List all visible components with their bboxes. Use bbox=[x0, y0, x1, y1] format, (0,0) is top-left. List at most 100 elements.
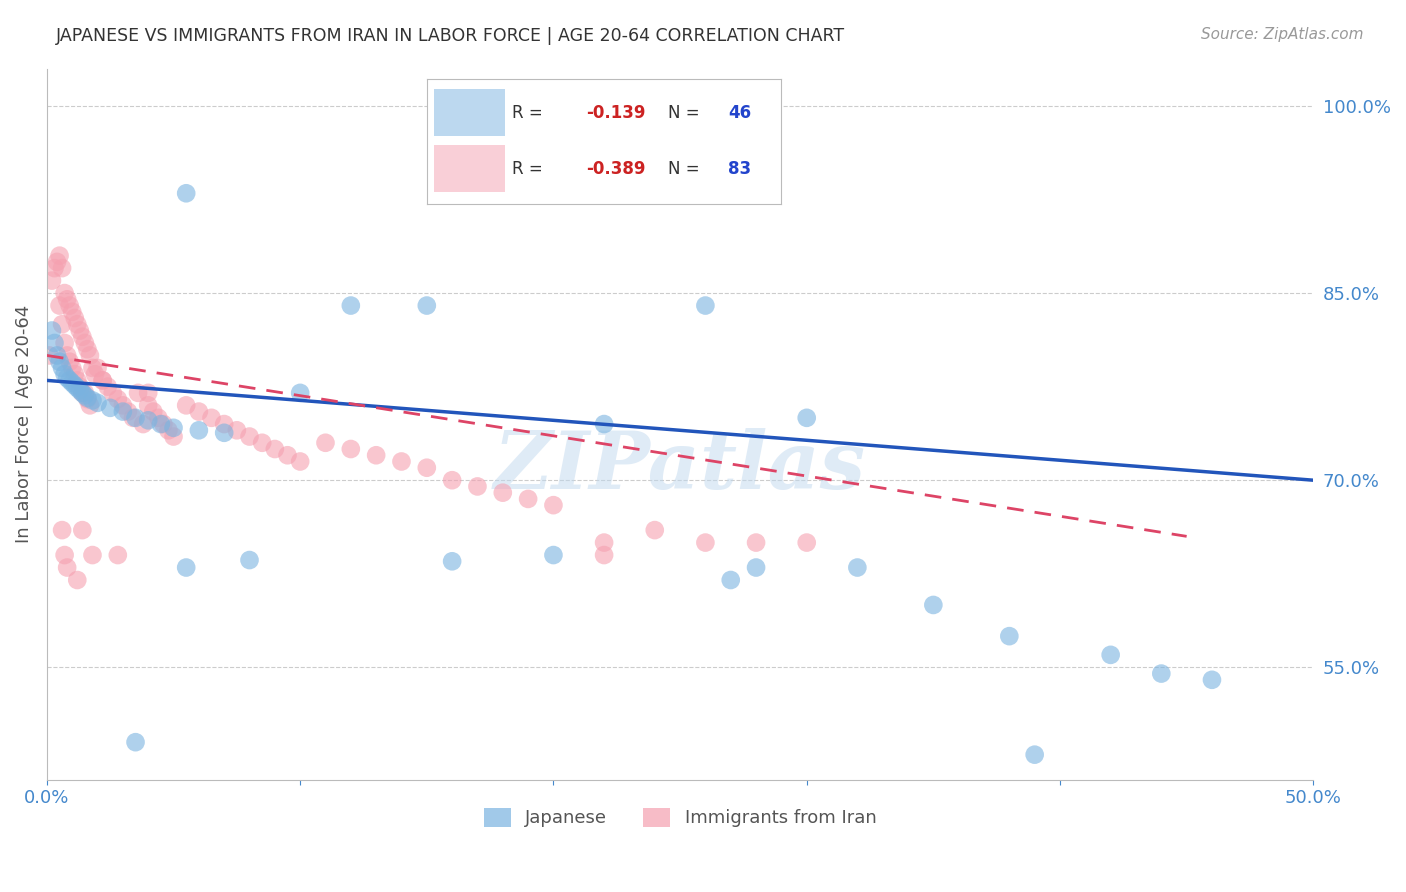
Point bbox=[132, 417, 155, 431]
Point bbox=[225, 423, 247, 437]
Point bbox=[63, 378, 86, 392]
Point bbox=[148, 410, 170, 425]
Point bbox=[86, 360, 108, 375]
Point bbox=[1099, 648, 1122, 662]
Point bbox=[124, 735, 146, 749]
Point bbox=[162, 421, 184, 435]
Point bbox=[111, 398, 134, 412]
Point bbox=[695, 535, 717, 549]
Point bbox=[56, 560, 79, 574]
Point bbox=[60, 305, 83, 319]
Text: Source: ZipAtlas.com: Source: ZipAtlas.com bbox=[1201, 27, 1364, 42]
Point bbox=[745, 560, 768, 574]
Point bbox=[492, 485, 515, 500]
Point bbox=[276, 448, 298, 462]
Point bbox=[416, 460, 439, 475]
Point bbox=[60, 376, 83, 390]
Point bbox=[846, 560, 869, 574]
Point bbox=[46, 348, 69, 362]
Point bbox=[56, 348, 79, 362]
Point bbox=[391, 454, 413, 468]
Point bbox=[174, 560, 197, 574]
Point bbox=[695, 299, 717, 313]
Point bbox=[53, 548, 76, 562]
Point bbox=[340, 299, 363, 313]
Point bbox=[212, 425, 235, 440]
Point bbox=[720, 573, 742, 587]
Point bbox=[107, 392, 129, 406]
Point bbox=[288, 454, 311, 468]
Point bbox=[66, 373, 89, 387]
Point bbox=[212, 417, 235, 431]
Point bbox=[543, 548, 565, 562]
Point bbox=[117, 404, 139, 418]
Point bbox=[136, 385, 159, 400]
Point bbox=[44, 261, 66, 276]
Point bbox=[340, 442, 363, 456]
Point bbox=[53, 367, 76, 381]
Point bbox=[66, 573, 89, 587]
Point bbox=[998, 629, 1021, 643]
Point bbox=[111, 404, 134, 418]
Point bbox=[366, 448, 388, 462]
Point bbox=[72, 385, 94, 400]
Point bbox=[51, 360, 73, 375]
Point bbox=[79, 398, 101, 412]
Point bbox=[467, 479, 489, 493]
Point bbox=[82, 548, 104, 562]
Point bbox=[91, 373, 114, 387]
Point bbox=[76, 391, 98, 405]
Text: JAPANESE VS IMMIGRANTS FROM IRAN IN LABOR FORCE | AGE 20-64 CORRELATION CHART: JAPANESE VS IMMIGRANTS FROM IRAN IN LABO… bbox=[56, 27, 845, 45]
Y-axis label: In Labor Force | Age 20-64: In Labor Force | Age 20-64 bbox=[15, 305, 32, 543]
Point bbox=[60, 360, 83, 375]
Point bbox=[187, 404, 209, 418]
Point bbox=[922, 598, 945, 612]
Point bbox=[543, 498, 565, 512]
Point bbox=[72, 330, 94, 344]
Point bbox=[86, 396, 108, 410]
Point bbox=[79, 348, 101, 362]
Point bbox=[644, 523, 666, 537]
Point bbox=[1150, 666, 1173, 681]
Point bbox=[136, 398, 159, 412]
Point bbox=[69, 324, 91, 338]
Point bbox=[101, 385, 124, 400]
Point bbox=[73, 336, 96, 351]
Point bbox=[48, 354, 70, 368]
Point bbox=[82, 360, 104, 375]
Point bbox=[98, 401, 121, 415]
Point bbox=[53, 336, 76, 351]
Point bbox=[157, 423, 180, 437]
Point bbox=[76, 342, 98, 356]
Point bbox=[593, 417, 616, 431]
Point bbox=[136, 413, 159, 427]
Point bbox=[416, 299, 439, 313]
Point bbox=[56, 371, 79, 385]
Point bbox=[149, 417, 172, 431]
Point bbox=[51, 318, 73, 332]
Point bbox=[48, 299, 70, 313]
Point bbox=[44, 336, 66, 351]
Point bbox=[315, 435, 337, 450]
Point bbox=[1024, 747, 1046, 762]
Point bbox=[288, 385, 311, 400]
Point bbox=[53, 286, 76, 301]
Point bbox=[41, 274, 63, 288]
Point bbox=[127, 385, 149, 400]
Point bbox=[73, 388, 96, 402]
Point bbox=[56, 293, 79, 307]
Point bbox=[238, 553, 260, 567]
Point bbox=[66, 381, 89, 395]
Point bbox=[73, 385, 96, 400]
Point bbox=[441, 554, 464, 568]
Point bbox=[796, 410, 818, 425]
Point bbox=[200, 410, 222, 425]
Point bbox=[593, 535, 616, 549]
Point bbox=[152, 417, 174, 431]
Point bbox=[59, 354, 82, 368]
Point bbox=[91, 373, 114, 387]
Point bbox=[97, 379, 120, 393]
Point bbox=[517, 491, 540, 506]
Legend: Japanese, Immigrants from Iran: Japanese, Immigrants from Iran bbox=[477, 801, 884, 835]
Point bbox=[46, 255, 69, 269]
